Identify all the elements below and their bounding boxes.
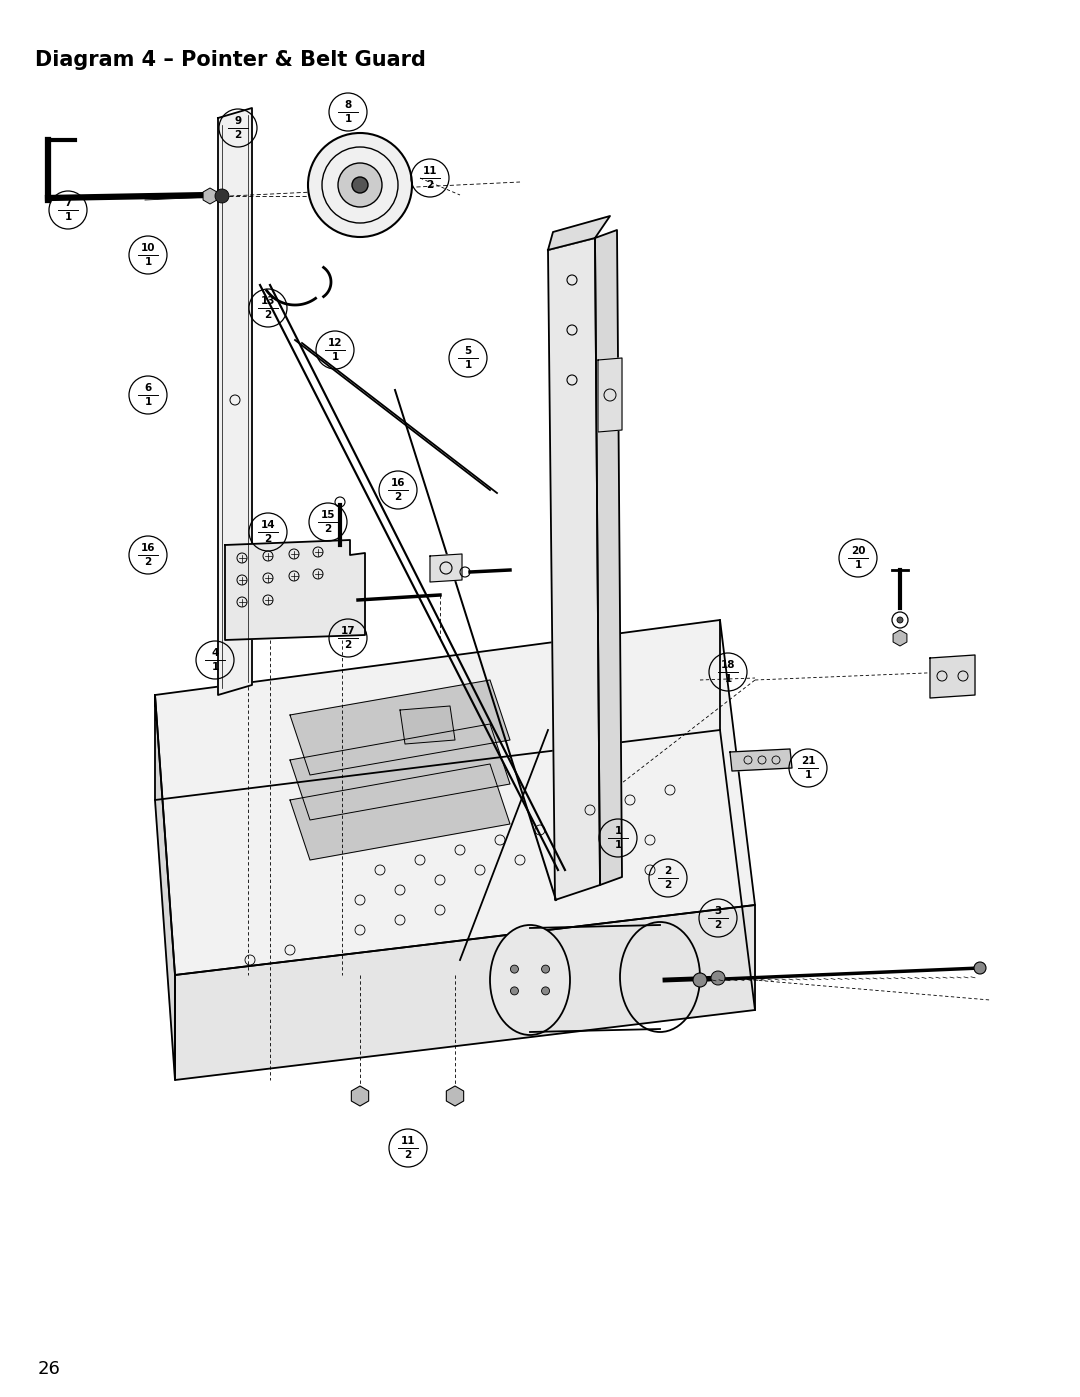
Text: 2: 2: [404, 1150, 411, 1161]
Text: 2: 2: [664, 866, 672, 876]
Text: 17: 17: [340, 626, 355, 636]
Text: 2: 2: [265, 310, 272, 320]
Circle shape: [711, 971, 725, 985]
Polygon shape: [730, 749, 792, 771]
Text: 2: 2: [145, 557, 151, 567]
Text: 1: 1: [805, 770, 812, 780]
Text: 1: 1: [854, 560, 862, 570]
Text: 26: 26: [38, 1361, 60, 1377]
Polygon shape: [156, 694, 175, 1080]
Text: 1: 1: [212, 662, 218, 672]
Text: 13: 13: [260, 296, 275, 306]
Polygon shape: [400, 705, 455, 745]
Text: 1: 1: [345, 115, 352, 124]
Circle shape: [511, 986, 518, 995]
Polygon shape: [291, 680, 510, 775]
Text: 7: 7: [65, 198, 71, 208]
Text: 12: 12: [327, 338, 342, 348]
Text: 2: 2: [714, 921, 721, 930]
Polygon shape: [218, 108, 252, 694]
Circle shape: [352, 177, 368, 193]
Text: 20: 20: [851, 546, 865, 556]
Text: 1: 1: [615, 826, 622, 835]
Text: 1: 1: [464, 360, 472, 370]
Text: 9: 9: [234, 116, 242, 126]
Text: 6: 6: [145, 383, 151, 393]
Circle shape: [308, 133, 411, 237]
Polygon shape: [225, 541, 365, 640]
Polygon shape: [175, 905, 755, 1080]
Text: 2: 2: [345, 640, 352, 650]
Text: 1: 1: [65, 212, 71, 222]
Polygon shape: [548, 237, 600, 900]
Text: 1: 1: [615, 840, 622, 851]
Text: 16: 16: [391, 478, 405, 488]
Circle shape: [338, 163, 382, 207]
Circle shape: [541, 965, 550, 974]
Text: 3: 3: [714, 905, 721, 916]
Polygon shape: [595, 231, 622, 886]
Text: 11: 11: [422, 166, 437, 176]
Circle shape: [511, 965, 518, 974]
Text: 2: 2: [427, 180, 434, 190]
Polygon shape: [156, 620, 755, 975]
Polygon shape: [548, 217, 610, 250]
Polygon shape: [291, 724, 510, 820]
Text: 4: 4: [212, 648, 218, 658]
Text: 2: 2: [265, 534, 272, 545]
Circle shape: [897, 617, 903, 623]
Polygon shape: [930, 655, 975, 698]
Polygon shape: [430, 555, 462, 583]
Text: 2: 2: [394, 492, 402, 502]
Text: 21: 21: [800, 756, 815, 766]
Text: 2: 2: [664, 880, 672, 890]
Circle shape: [693, 972, 707, 988]
Text: 1: 1: [725, 675, 731, 685]
Ellipse shape: [490, 925, 570, 1035]
Text: 1: 1: [145, 257, 151, 267]
Polygon shape: [598, 358, 622, 432]
Circle shape: [541, 986, 550, 995]
Text: 1: 1: [332, 352, 339, 362]
Polygon shape: [291, 764, 510, 861]
Text: 18: 18: [720, 659, 735, 669]
Text: 5: 5: [464, 346, 472, 356]
Text: 16: 16: [140, 543, 156, 553]
Circle shape: [215, 189, 229, 203]
Text: 2: 2: [324, 524, 332, 534]
Text: 8: 8: [345, 99, 352, 110]
Text: 1: 1: [145, 397, 151, 407]
Text: 2: 2: [234, 130, 242, 140]
Text: 15: 15: [321, 510, 335, 520]
Text: 11: 11: [401, 1136, 415, 1146]
Text: Diagram 4 – Pointer & Belt Guard: Diagram 4 – Pointer & Belt Guard: [35, 50, 426, 70]
Text: 10: 10: [140, 243, 156, 253]
Text: 14: 14: [260, 520, 275, 529]
Circle shape: [974, 963, 986, 974]
